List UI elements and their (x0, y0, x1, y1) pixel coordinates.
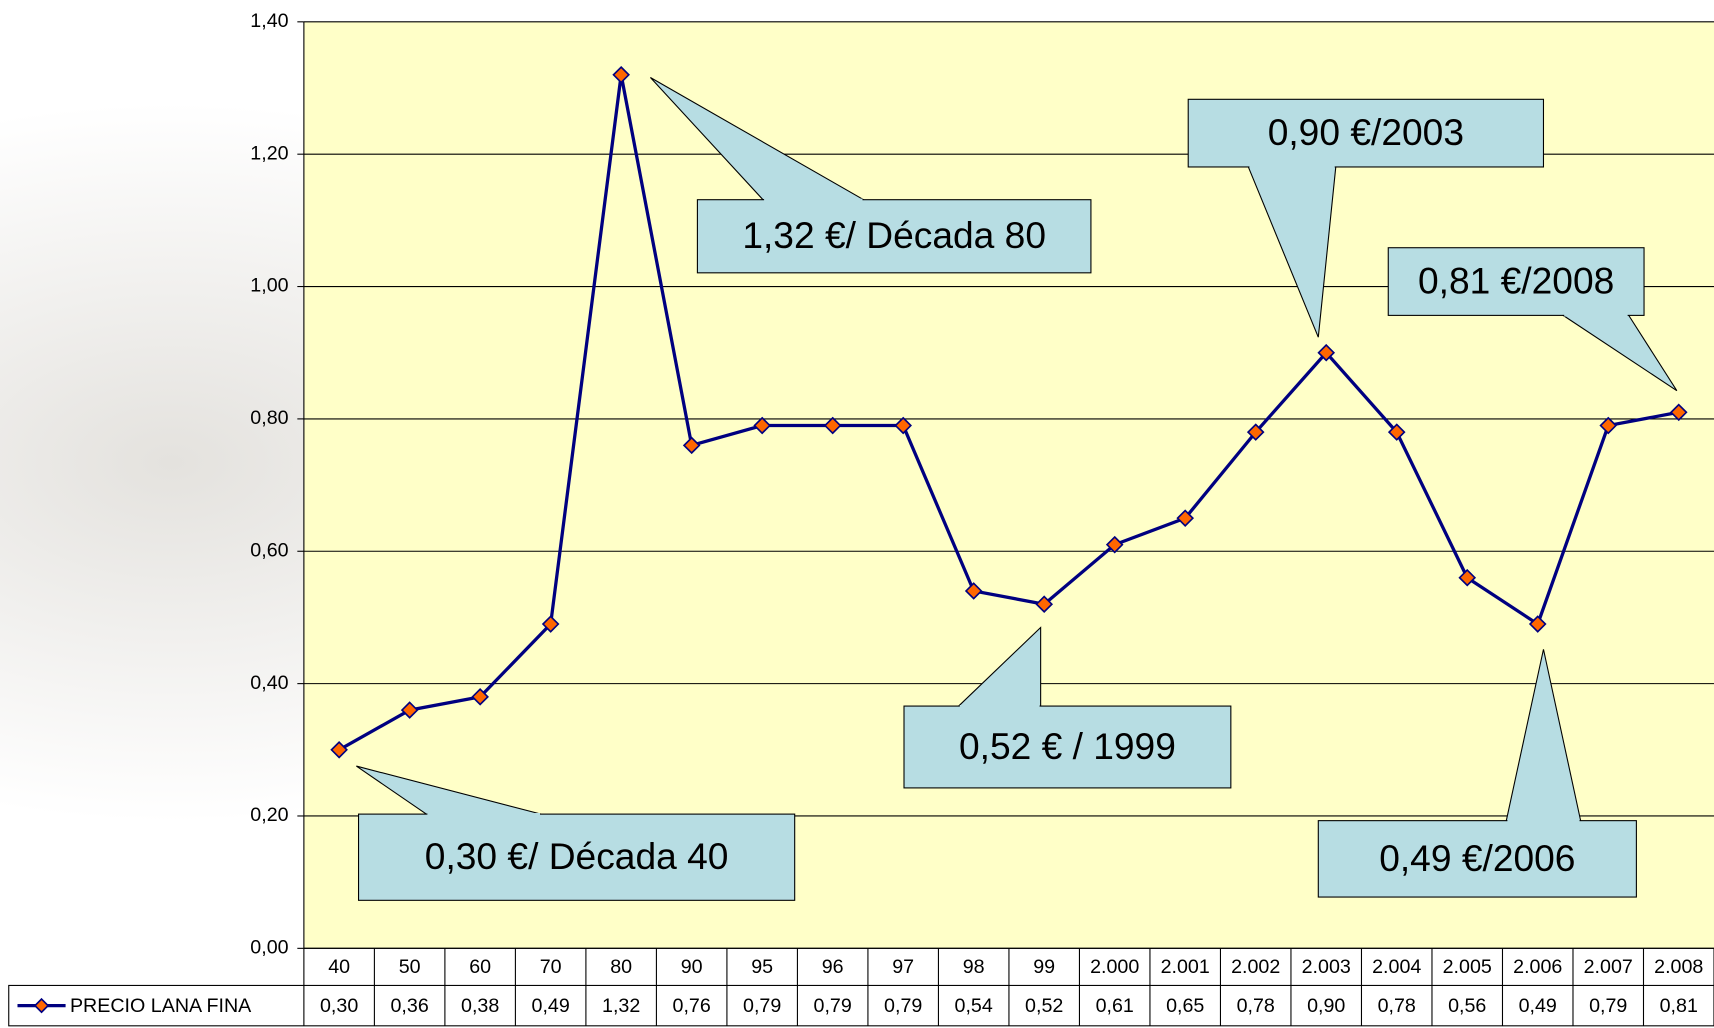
table-value: 0,79 (884, 995, 922, 1017)
annotation: 0,81 €/2008 (1418, 260, 1614, 302)
table-value: 0,78 (1378, 995, 1416, 1017)
legend-label: PRECIO LANA FINA (70, 995, 252, 1017)
x-tick-label: 90 (681, 956, 703, 978)
table-value: 0,30 (320, 995, 358, 1017)
chart: 0,00 0,20 0,40 0,60 0,80 1,00 1,20 1,40 40 50 60 70… (0, 0, 1714, 1028)
page: 0,00 0,20 0,40 0,60 0,80 1,00 1,20 1,40 40 50 60 70… (0, 0, 1714, 1028)
annotation: 0,30 €/ Década 40 (425, 835, 729, 877)
x-tick-label: 99 (1033, 956, 1055, 978)
table-value: 0,76 (673, 995, 711, 1017)
x-tick-label: 2.002 (1231, 956, 1280, 978)
annotation: 0,49 €/2006 (1379, 837, 1575, 879)
x-tick-label: 2.000 (1090, 956, 1139, 978)
table-value: 0,36 (391, 995, 429, 1017)
table-value: 0,90 (1307, 995, 1345, 1017)
table-value: 0,52 (1025, 995, 1063, 1017)
table-value: 0,61 (1096, 995, 1134, 1017)
table-value: 0,81 (1660, 995, 1698, 1017)
x-tick-label: 97 (892, 956, 914, 978)
table-value: 0,54 (955, 995, 993, 1017)
table-value: 0,56 (1448, 995, 1486, 1017)
y-tick-label: 1,40 (250, 10, 288, 32)
table-value: 0,79 (743, 995, 781, 1017)
x-tick-label: 60 (469, 956, 491, 978)
x-tick-label: 2.004 (1372, 956, 1421, 978)
y-tick-label: 0,40 (250, 672, 288, 694)
x-tick-label: 2.008 (1654, 956, 1703, 978)
x-tick-label: 70 (540, 956, 562, 978)
y-tick-label: 0,00 (250, 937, 288, 959)
x-tick-label: 50 (399, 956, 421, 978)
table-value: 1,32 (602, 995, 640, 1017)
table-value: 0,78 (1237, 995, 1275, 1017)
x-tick-label: 2.006 (1513, 956, 1562, 978)
y-tick-label: 0,20 (250, 804, 288, 826)
x-tick-label: 40 (328, 956, 350, 978)
table-value: 0,38 (461, 995, 499, 1017)
x-tick-label: 2.003 (1302, 956, 1351, 978)
table-value: 0,49 (532, 995, 570, 1017)
x-tick-label: 95 (751, 956, 773, 978)
x-tick-label: 80 (610, 956, 632, 978)
table-value: 0,79 (814, 995, 852, 1017)
table-value: 0,79 (1589, 995, 1627, 1017)
annotation: 0,90 €/2003 (1268, 111, 1464, 153)
x-tick-label: 2.007 (1584, 956, 1633, 978)
x-tick-label: 98 (963, 956, 985, 978)
y-tick-label: 1,00 (250, 275, 288, 297)
x-tick-label: 96 (822, 956, 844, 978)
y-tick-label: 0,60 (250, 539, 288, 561)
table-value: 0,65 (1166, 995, 1204, 1017)
annotation: 1,32 €/ Década 80 (742, 214, 1046, 256)
x-tick-label: 2.001 (1161, 956, 1210, 978)
y-tick-label: 0,80 (250, 407, 288, 429)
x-tick-label: 2.005 (1443, 956, 1492, 978)
y-tick-label: 1,20 (250, 142, 288, 164)
table-value: 0,49 (1519, 995, 1557, 1017)
annotation: 0,52 € / 1999 (959, 725, 1176, 767)
